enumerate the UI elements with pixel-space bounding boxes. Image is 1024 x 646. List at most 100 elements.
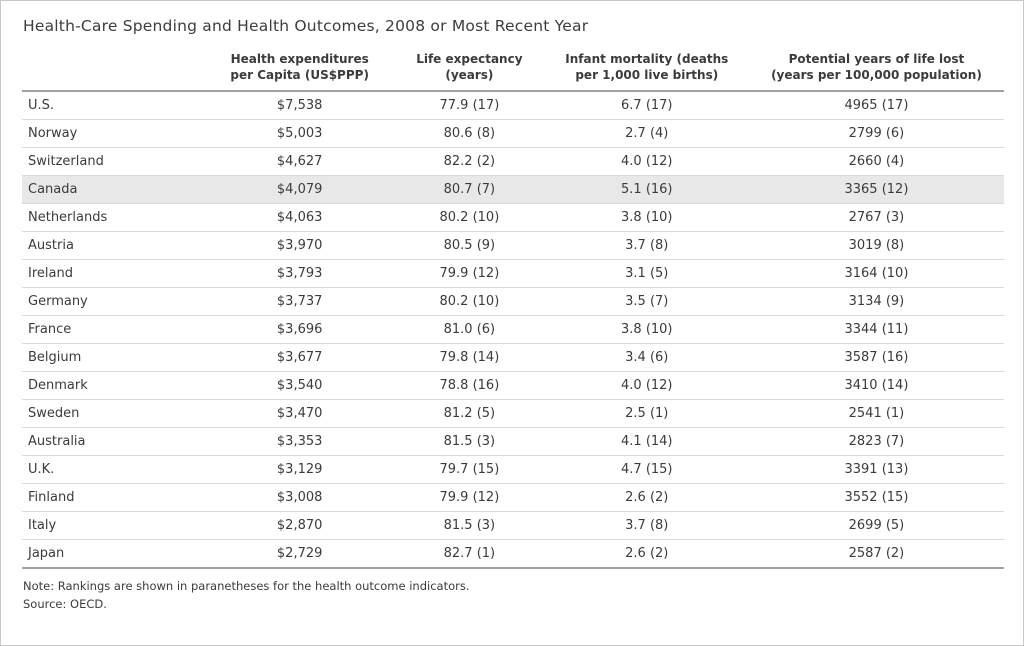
- cell-years-lost: 2660 (4): [748, 147, 1004, 177]
- cell-expenditures: $2,729: [205, 539, 395, 570]
- cell-years-lost: 2587 (2): [748, 539, 1004, 570]
- table-row: U.K. $3,129 79.7 (15) 4.7 (15) 3391 (13): [22, 455, 1004, 485]
- table-row: Finland $3,008 79.9 (12) 2.6 (2) 3552 (1…: [22, 483, 1004, 513]
- cell-life-expectancy: 82.7 (1): [394, 539, 545, 570]
- cell-years-lost: 3134 (9): [748, 287, 1004, 317]
- cell-expenditures: $3,677: [205, 343, 395, 373]
- cell-infant-mortality: 2.5 (1): [544, 399, 749, 429]
- cell-country: Norway: [22, 119, 206, 149]
- cell-life-expectancy: 80.2 (10): [394, 287, 545, 317]
- header-row: Health expenditures per Capita (US$PPP) …: [22, 48, 1004, 93]
- cell-country: Austria: [22, 231, 206, 261]
- table-row: Germany $3,737 80.2 (10) 3.5 (7) 3134 (9…: [22, 287, 1004, 317]
- cell-expenditures: $7,538: [205, 91, 395, 121]
- cell-years-lost: 2799 (6): [748, 119, 1004, 149]
- cell-country: Sweden: [22, 399, 206, 429]
- health-data-table: Health expenditures per Capita (US$PPP) …: [22, 48, 1004, 570]
- cell-life-expectancy: 80.7 (7): [394, 175, 545, 205]
- cell-years-lost: 2823 (7): [748, 427, 1004, 457]
- cell-infant-mortality: 3.1 (5): [544, 259, 749, 289]
- cell-life-expectancy: 79.7 (15): [394, 455, 545, 485]
- cell-years-lost: 3552 (15): [748, 483, 1004, 513]
- cell-expenditures: $4,627: [205, 147, 395, 177]
- cell-years-lost: 2767 (3): [748, 203, 1004, 233]
- cell-life-expectancy: 77.9 (17): [394, 91, 545, 121]
- cell-years-lost: 3344 (11): [748, 315, 1004, 345]
- cell-expenditures: $5,003: [205, 119, 395, 149]
- table-row: Austria $3,970 80.5 (9) 3.7 (8) 3019 (8): [22, 231, 1004, 261]
- cell-infant-mortality: 3.5 (7): [544, 287, 749, 317]
- cell-life-expectancy: 79.8 (14): [394, 343, 545, 373]
- cell-infant-mortality: 3.8 (10): [544, 315, 749, 345]
- table-row: Japan $2,729 82.7 (1) 2.6 (2) 2587 (2): [22, 539, 1004, 570]
- cell-infant-mortality: 4.0 (12): [544, 147, 749, 177]
- cell-years-lost: 4965 (17): [748, 91, 1004, 121]
- cell-infant-mortality: 4.0 (12): [544, 371, 749, 401]
- cell-country: Japan: [22, 539, 206, 570]
- cell-life-expectancy: 79.9 (12): [394, 259, 545, 289]
- cell-infant-mortality: 3.7 (8): [544, 231, 749, 261]
- col-header-years-lost: Potential years of life lost (years per …: [748, 48, 1004, 93]
- cell-years-lost: 3391 (13): [748, 455, 1004, 485]
- cell-years-lost: 3019 (8): [748, 231, 1004, 261]
- table-row: Canada $4,079 80.7 (7) 5.1 (16) 3365 (12…: [22, 175, 1004, 205]
- cell-life-expectancy: 82.2 (2): [394, 147, 545, 177]
- cell-country: Italy: [22, 511, 206, 541]
- cell-expenditures: $3,793: [205, 259, 395, 289]
- cell-expenditures: $4,063: [205, 203, 395, 233]
- cell-years-lost: 3365 (12): [748, 175, 1004, 205]
- cell-infant-mortality: 3.8 (10): [544, 203, 749, 233]
- cell-expenditures: $3,737: [205, 287, 395, 317]
- cell-infant-mortality: 5.1 (16): [544, 175, 749, 205]
- table-row: Italy $2,870 81.5 (3) 3.7 (8) 2699 (5): [22, 511, 1004, 541]
- cell-expenditures: $2,870: [205, 511, 395, 541]
- col-header-infant-mortality: Infant mortality (deaths per 1,000 live …: [544, 48, 749, 93]
- table-row: Denmark $3,540 78.8 (16) 4.0 (12) 3410 (…: [22, 371, 1004, 401]
- cell-life-expectancy: 81.0 (6): [394, 315, 545, 345]
- cell-infant-mortality: 6.7 (17): [544, 91, 749, 121]
- col-header-expenditures: Health expenditures per Capita (US$PPP): [205, 48, 395, 93]
- footer-notes: Note: Rankings are shown in paranetheses…: [23, 578, 1001, 614]
- cell-years-lost: 3410 (14): [748, 371, 1004, 401]
- cell-life-expectancy: 81.5 (3): [394, 511, 545, 541]
- cell-country: Belgium: [22, 343, 206, 373]
- cell-infant-mortality: 4.1 (14): [544, 427, 749, 457]
- cell-country: Switzerland: [22, 147, 206, 177]
- cell-expenditures: $3,696: [205, 315, 395, 345]
- table-note: Note: Rankings are shown in paranetheses…: [23, 579, 470, 594]
- table-row: Netherlands $4,063 80.2 (10) 3.8 (10) 27…: [22, 203, 1004, 233]
- col-header-life-expectancy: Life expectancy (years): [394, 48, 545, 93]
- cell-expenditures: $3,008: [205, 483, 395, 513]
- table-row: France $3,696 81.0 (6) 3.8 (10) 3344 (11…: [22, 315, 1004, 345]
- cell-country: Denmark: [22, 371, 206, 401]
- cell-infant-mortality: 3.4 (6): [544, 343, 749, 373]
- cell-life-expectancy: 80.6 (8): [394, 119, 545, 149]
- cell-years-lost: 3587 (16): [748, 343, 1004, 373]
- table-row: Norway $5,003 80.6 (8) 2.7 (4) 2799 (6): [22, 119, 1004, 149]
- cell-life-expectancy: 81.2 (5): [394, 399, 545, 429]
- cell-life-expectancy: 78.8 (16): [394, 371, 545, 401]
- cell-years-lost: 2541 (1): [748, 399, 1004, 429]
- cell-country: U.K.: [22, 455, 206, 485]
- cell-country: Finland: [22, 483, 206, 513]
- cell-expenditures: $3,970: [205, 231, 395, 261]
- cell-infant-mortality: 2.6 (2): [544, 483, 749, 513]
- table-row: Australia $3,353 81.5 (3) 4.1 (14) 2823 …: [22, 427, 1004, 457]
- cell-years-lost: 3164 (10): [748, 259, 1004, 289]
- col-header-country: [22, 48, 206, 93]
- table-body: U.S. $7,538 77.9 (17) 6.7 (17) 4965 (17)…: [22, 91, 1004, 570]
- cell-country: France: [22, 315, 206, 345]
- cell-expenditures: $4,079: [205, 175, 395, 205]
- figure-title: Health-Care Spending and Health Outcomes…: [23, 17, 589, 35]
- table-row: Switzerland $4,627 82.2 (2) 4.0 (12) 266…: [22, 147, 1004, 177]
- cell-life-expectancy: 80.5 (9): [394, 231, 545, 261]
- cell-expenditures: $3,353: [205, 427, 395, 457]
- table-header: Health expenditures per Capita (US$PPP) …: [22, 48, 1004, 93]
- cell-country: Australia: [22, 427, 206, 457]
- cell-infant-mortality: 2.6 (2): [544, 539, 749, 570]
- cell-infant-mortality: 4.7 (15): [544, 455, 749, 485]
- cell-country: U.S.: [22, 91, 206, 121]
- cell-expenditures: $3,540: [205, 371, 395, 401]
- cell-infant-mortality: 2.7 (4): [544, 119, 749, 149]
